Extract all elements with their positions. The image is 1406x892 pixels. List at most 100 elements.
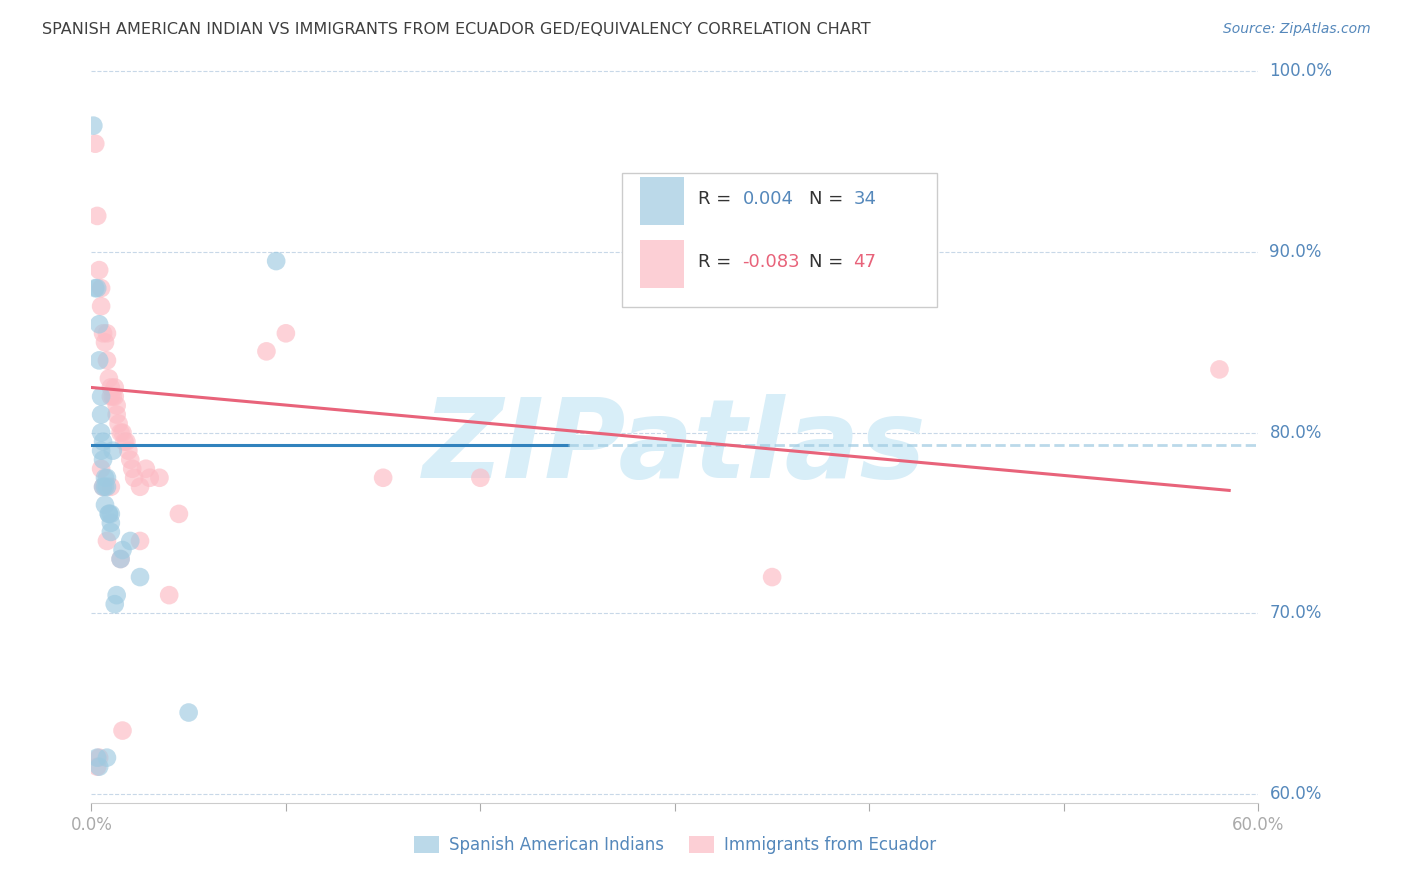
Text: N =: N = [808,253,849,271]
Text: 0.004: 0.004 [742,190,793,209]
Point [101,390,124,404]
Point [104,390,127,404]
Point [97,507,120,521]
Point [97,507,120,521]
Point [86,209,108,223]
Point [129,480,152,494]
Point [94,498,117,512]
Point [90,443,112,458]
Point [120,533,142,548]
Point [110,552,132,566]
Point [120,452,142,467]
Point [96,353,118,368]
Point [105,588,128,602]
Point [90,281,112,295]
Point [148,471,170,485]
Point [91,434,114,449]
Text: SPANISH AMERICAN INDIAN VS IMMIGRANTS FROM ECUADOR GED/EQUIVALENCY CORRELATION C: SPANISH AMERICAN INDIAN VS IMMIGRANTS FR… [42,22,870,37]
Point [90,461,112,475]
Point [96,533,118,548]
Text: 34: 34 [853,190,876,209]
Point [84,281,107,295]
Point [135,461,157,475]
Point [91,326,114,341]
Point [100,380,122,394]
Point [157,588,180,602]
Point [107,417,129,431]
Text: 70.0%: 70.0% [1270,604,1322,623]
Point [122,471,145,485]
Point [91,480,114,494]
Text: ZIPatlas: ZIPatlas [423,394,927,501]
Point [105,408,128,422]
Text: 80.0%: 80.0% [1270,424,1322,442]
Point [90,299,112,313]
Point [82,119,104,133]
Legend: Spanish American Indians, Immigrants from Ecuador: Spanish American Indians, Immigrants fro… [408,830,942,861]
Point [100,516,122,530]
Point [89,318,111,332]
Point [89,353,111,368]
Point [100,480,122,494]
Point [100,390,122,404]
Point [101,443,124,458]
Point [96,471,118,485]
Point [105,399,128,413]
Point [1208,362,1230,376]
Point [104,597,127,611]
Point [256,344,278,359]
Point [96,750,118,764]
Point [167,507,190,521]
Point [91,452,114,467]
Text: N =: N = [808,190,849,209]
Point [177,706,200,720]
Text: 60.0%: 60.0% [1270,785,1322,803]
Point [100,507,122,521]
Point [94,335,117,350]
Bar [640,178,685,226]
Point [89,760,111,774]
Point [96,480,118,494]
Point [94,471,117,485]
Point [114,434,136,449]
Point [129,570,152,584]
Text: -0.083: -0.083 [742,253,800,271]
Point [84,136,107,151]
Text: 100.0%: 100.0% [1270,62,1333,80]
Point [91,480,114,494]
Point [129,533,152,548]
Text: Source: ZipAtlas.com: Source: ZipAtlas.com [1223,22,1371,37]
Point [89,750,111,764]
Point [264,254,287,268]
Point [86,281,108,295]
Point [97,371,120,385]
Point [371,471,394,485]
Point [94,480,117,494]
Point [100,524,122,539]
Point [104,380,127,394]
Point [110,552,132,566]
Text: R =: R = [699,253,737,271]
Point [470,471,492,485]
Point [117,443,139,458]
Point [761,570,783,584]
Point [110,425,132,440]
Point [90,390,112,404]
Bar [640,240,685,288]
Text: 47: 47 [853,253,876,271]
FancyBboxPatch shape [623,173,938,307]
Point [86,760,108,774]
Point [111,723,134,738]
Point [86,750,108,764]
Point [121,461,143,475]
Point [115,434,138,449]
Point [138,471,162,485]
Point [274,326,297,341]
Point [111,425,134,440]
Text: 90.0%: 90.0% [1270,243,1322,261]
Point [90,408,112,422]
Point [96,326,118,341]
Text: R =: R = [699,190,737,209]
Point [111,543,134,558]
Point [89,263,111,277]
